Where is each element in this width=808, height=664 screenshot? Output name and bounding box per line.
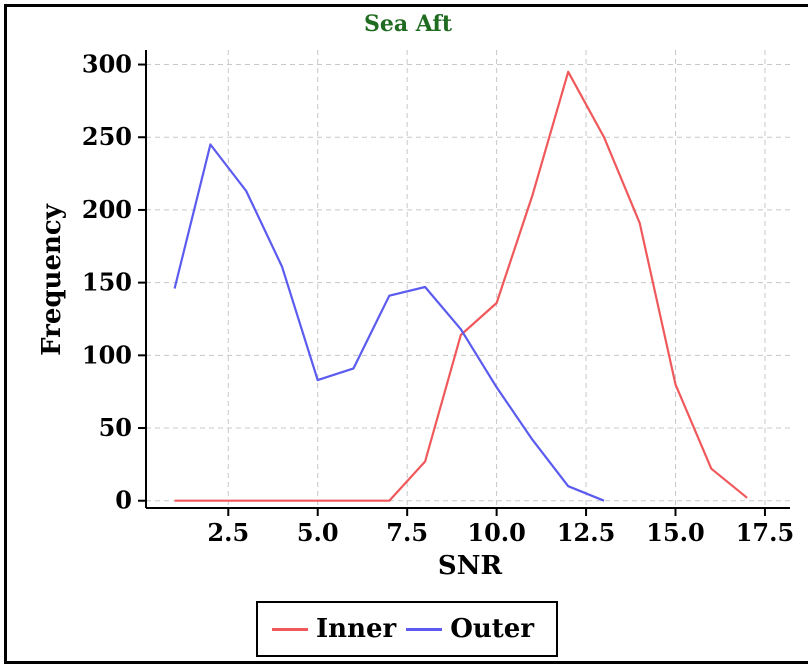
series-line-inner	[174, 70, 748, 502]
line-chart: Sea Aft 0 50 100 150 200 250 300 2.5 5.0 7.5 10.0 1…	[37, 11, 794, 581]
grid	[146, 50, 790, 508]
series-line-outer	[173, 143, 605, 502]
legend-swatch-outer	[406, 627, 443, 631]
series-layer	[173, 70, 748, 502]
x-tick-label: 12.5	[557, 518, 615, 547]
legend-label-outer: Outer	[450, 614, 535, 644]
y-tick-label: 200	[82, 195, 132, 224]
y-tick-label: 50	[99, 413, 132, 442]
y-tick-label: 250	[82, 122, 132, 151]
legend-item-inner: Inner	[272, 614, 396, 644]
chart-title: Sea Aft	[364, 11, 453, 37]
legend: Inner Outer	[256, 601, 558, 657]
legend-label-inner: Inner	[316, 614, 397, 644]
y-tick-label: 300	[82, 50, 132, 79]
axes	[138, 50, 790, 516]
tick-labels: 0 50 100 150 200 250 300 2.5 5.0 7.5 10.0 12.5 15.0 1…	[82, 50, 794, 547]
x-tick-label: 15.0	[646, 518, 704, 547]
y-tick-label: 0	[115, 486, 132, 515]
legend-swatch-inner	[272, 627, 308, 631]
y-tick-label: 100	[82, 340, 132, 369]
x-tick-label: 2.5	[207, 518, 249, 547]
legend-item-outer: Outer	[406, 614, 534, 644]
x-tick-label: 7.5	[386, 518, 428, 547]
y-tick-label: 150	[82, 268, 132, 297]
x-tick-label: 5.0	[297, 518, 339, 547]
y-axis-label: Frequency	[37, 203, 67, 356]
x-axis-label: SNR	[438, 551, 503, 581]
x-tick-label: 17.5	[736, 518, 794, 547]
x-tick-label: 10.0	[467, 518, 525, 547]
